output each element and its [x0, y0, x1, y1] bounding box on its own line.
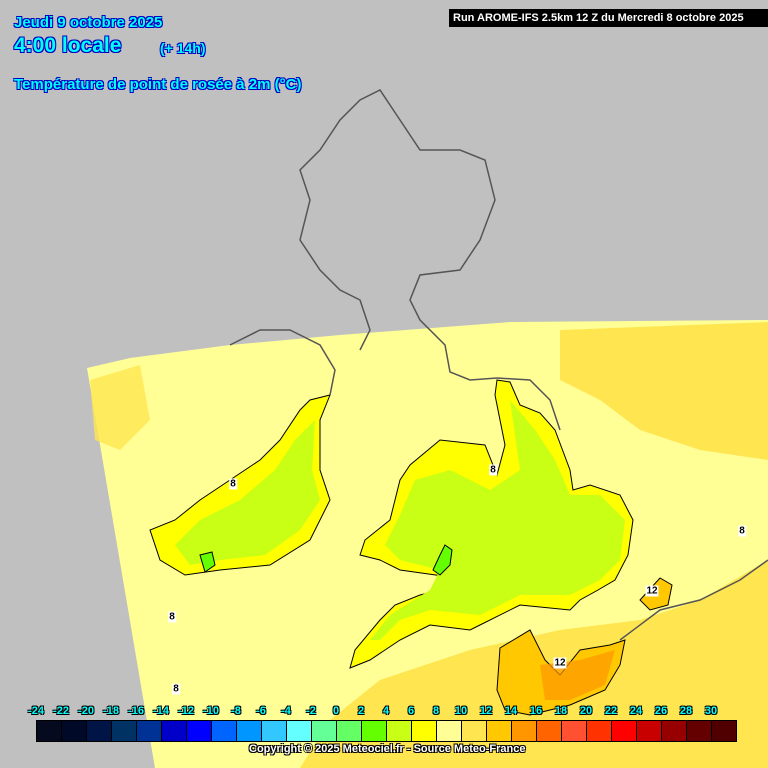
legend-tick-label: -10 [203, 705, 219, 717]
contour-label: 8 [168, 611, 176, 623]
legend-tick-label: 12 [479, 705, 493, 717]
legend-swatch [262, 721, 287, 741]
legend-swatch [287, 721, 312, 741]
legend-tick-label: -2 [306, 705, 316, 717]
legend-swatch [112, 721, 137, 741]
northern-ireland-coast [229, 329, 336, 396]
contour-label: 8 [229, 478, 237, 490]
legend-swatch [337, 721, 362, 741]
legend-swatch [412, 721, 437, 741]
legend-swatch [637, 721, 662, 741]
color-scale-legend [36, 720, 737, 742]
legend-swatch [37, 721, 62, 741]
france-coast-warmer [540, 650, 615, 700]
legend-tick-label: 10 [454, 705, 468, 717]
legend-swatch [87, 721, 112, 741]
legend-tick-label: 8 [432, 705, 440, 717]
france-belgium-coast [619, 559, 768, 641]
legend-swatch [537, 721, 562, 741]
legend-tick-label: 24 [629, 705, 643, 717]
forecast-date: Jeudi 9 octobre 2025 [14, 14, 163, 31]
legend-tick-label: -8 [231, 705, 241, 717]
green-patch-ireland [199, 551, 216, 573]
legend-swatch [662, 721, 687, 741]
legend-swatch [387, 721, 412, 741]
legend-swatch [512, 721, 537, 741]
parameter-title: Température de point de rosée à 2m (°C) [14, 76, 302, 93]
lead-time: (+ 14h) [160, 40, 206, 56]
legend-tick-label: 22 [604, 705, 618, 717]
legend-tick-label: -12 [178, 705, 194, 717]
legend-swatch [712, 721, 736, 741]
legend-tick-label: -6 [256, 705, 266, 717]
france-coast-warm [496, 629, 626, 716]
legend-swatch [212, 721, 237, 741]
sea-zone-12-west [90, 365, 150, 450]
legend-swatch [162, 721, 187, 741]
legend-tick-label: 26 [654, 705, 668, 717]
legend-tick-label: 2 [357, 705, 365, 717]
legend-swatch [237, 721, 262, 741]
contour-label: 8 [738, 525, 746, 537]
legend-tick-label: -18 [103, 705, 119, 717]
scotland-coastline [299, 89, 498, 381]
legend-tick-label: -4 [281, 705, 291, 717]
legend-tick-label: -16 [128, 705, 144, 717]
legend-swatch [612, 721, 637, 741]
legend-tick-label: 4 [382, 705, 390, 717]
sea-zone-12-north [560, 322, 768, 460]
contour-label: 8 [172, 683, 180, 695]
legend-tick-label: 20 [579, 705, 593, 717]
green-patch-wales [432, 544, 453, 576]
legend-tick-label: -22 [53, 705, 69, 717]
legend-swatch [312, 721, 337, 741]
legend-tick-label: 0 [332, 705, 340, 717]
legend-swatch [187, 721, 212, 741]
contour-label: 8 [489, 464, 497, 476]
legend-swatch [487, 721, 512, 741]
contour-label: 12 [553, 657, 567, 669]
legend-tick-label: -24 [28, 705, 44, 717]
legend-swatch [362, 721, 387, 741]
ireland-interior-dewpoint-6 [175, 420, 320, 565]
model-run-banner: Run AROME-IFS 2.5km 12 Z du Mercredi 8 o… [449, 9, 768, 27]
copyright: Copyright © 2025 Meteociel.fr - Source M… [249, 743, 526, 755]
forecast-time: 4:00 locale [14, 34, 122, 57]
legend-swatch [562, 721, 587, 741]
legend-tick-label: 28 [679, 705, 693, 717]
legend-tick-label: -14 [153, 705, 169, 717]
legend-tick-label: 14 [504, 705, 518, 717]
legend-swatch [687, 721, 712, 741]
legend-swatch [587, 721, 612, 741]
legend-swatch [462, 721, 487, 741]
legend-tick-label: 18 [554, 705, 568, 717]
legend-swatch [137, 721, 162, 741]
legend-tick-label: -20 [78, 705, 94, 717]
legend-swatch [62, 721, 87, 741]
england-interior-dewpoint-6 [370, 400, 625, 640]
legend-tick-label: 6 [407, 705, 415, 717]
contour-label: 12 [645, 585, 659, 597]
legend-tick-label: 16 [529, 705, 543, 717]
legend-tick-label: 30 [704, 705, 718, 717]
legend-swatch [437, 721, 462, 741]
england-east-coast [496, 377, 561, 431]
